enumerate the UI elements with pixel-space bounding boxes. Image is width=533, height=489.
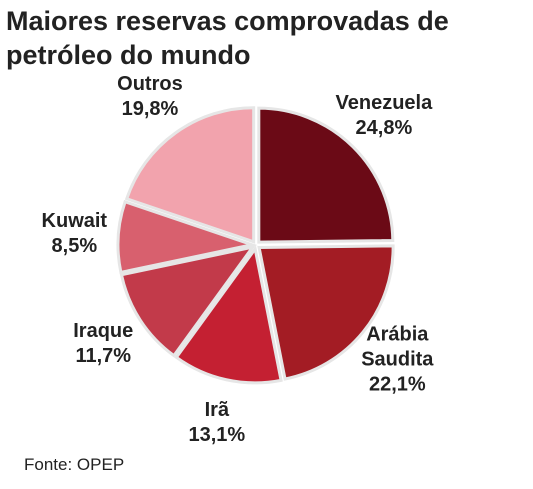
- value-label: 13,1%: [188, 423, 246, 446]
- pie-slice: [257, 244, 395, 381]
- category-label: Arábia Saudita: [361, 323, 434, 371]
- value-label: 22,1%: [368, 373, 426, 396]
- pie-slice: [257, 106, 395, 244]
- pie-slice: [174, 245, 283, 385]
- slice-label: Venezuela 24,8%: [328, 91, 440, 141]
- value-label: 19,8%: [121, 98, 179, 121]
- value-label: 8,5%: [51, 235, 98, 258]
- slice-label: Outros 19,8%: [94, 72, 206, 122]
- slice-label: Arábia Saudita 22,1%: [341, 322, 453, 397]
- category-label: Outros: [117, 73, 183, 96]
- pie-slice: [124, 106, 256, 244]
- category-label: Venezuela: [335, 91, 433, 114]
- value-label: 11,7%: [75, 344, 132, 367]
- category-label: Iraque: [73, 319, 134, 342]
- pie-slice: [116, 199, 258, 275]
- pie-slice: [119, 244, 257, 358]
- chart-title: Maiores reservas comprovadas de petróleo…: [6, 6, 449, 70]
- category-label: Irã: [204, 398, 230, 421]
- slice-label: Irã 13,1%: [161, 398, 273, 448]
- category-label: Kuwait: [41, 210, 108, 233]
- value-label: 24,8%: [355, 116, 413, 139]
- source: Fonte: OPEP: [24, 455, 125, 474]
- slice-label: Kuwait 8,5%: [18, 209, 130, 259]
- slice-label: Iraque 11,7%: [47, 319, 159, 369]
